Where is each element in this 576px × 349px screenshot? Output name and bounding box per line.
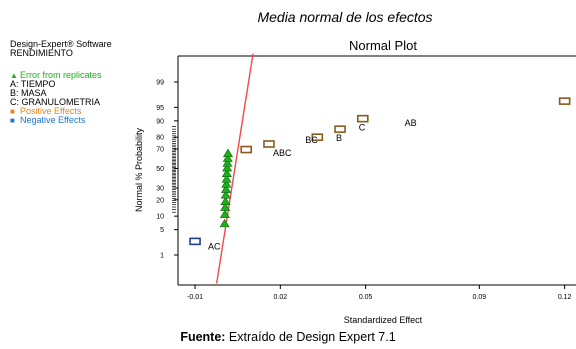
- legend-item: A: TIEMPO: [10, 79, 55, 89]
- legend-label: Error from replicates: [20, 70, 102, 80]
- legend-item: ■ Positive Effects: [10, 106, 81, 117]
- effect-label: BC: [305, 135, 318, 145]
- chart-title: Normal Plot: [349, 38, 417, 53]
- normal-fit-line: [215, 53, 254, 284]
- response-name: RENDIMIENTO: [10, 48, 73, 58]
- legend-label: Negative Effects: [20, 115, 86, 125]
- figure-caption: Fuente: Extraído de Design Expert 7.1: [0, 330, 576, 344]
- y-tick-label: 30: [156, 185, 164, 192]
- normal-plot-chart: Normal Plot Standardized Effect Normal %…: [134, 38, 576, 325]
- caption-text: Extraído de Design Expert 7.1: [225, 330, 396, 344]
- y-tick-label: 1: [160, 253, 164, 260]
- effect-label: AB: [405, 118, 417, 128]
- y-tick-label: 20: [156, 197, 164, 204]
- positive-effect-point: [356, 114, 369, 123]
- y-tick-label: 90: [156, 118, 164, 125]
- error-point: [221, 174, 232, 183]
- positive-effect-point: [263, 140, 275, 148]
- effect-label: ABC: [273, 148, 292, 158]
- probability-minor-ticks: [172, 126, 176, 213]
- positive-effect-point: [334, 125, 346, 133]
- x-tick-label: 0.05: [359, 294, 373, 301]
- effect-label: B: [336, 133, 342, 143]
- plot-frame: [177, 55, 576, 286]
- error-point: [221, 179, 232, 188]
- error-point: [222, 158, 233, 167]
- legend-marker: ■: [10, 116, 15, 125]
- figure-title: Media normal de los efectos: [257, 9, 433, 25]
- error-point: [222, 153, 233, 162]
- positive-effect-point: [311, 133, 324, 142]
- error-point: [220, 196, 231, 205]
- x-axis-label: Standardized Effect: [344, 315, 423, 325]
- x-tick-label: 0.02: [274, 294, 288, 301]
- positive-effect-point: [240, 145, 253, 154]
- error-point: [223, 148, 234, 157]
- legend-label: Positive Effects: [20, 106, 82, 116]
- error-point: [220, 190, 231, 199]
- x-tick-label: 0.12: [558, 294, 572, 301]
- y-tick-label: 10: [156, 214, 164, 221]
- legend-marker: ■: [10, 107, 15, 116]
- legend-item: ■ Negative Effects: [10, 115, 85, 126]
- positive-effect-point: [558, 97, 571, 105]
- y-tick-label: 5: [160, 227, 164, 234]
- effect-label: AC: [208, 241, 221, 251]
- y-axis-label: Normal % Probability: [134, 127, 144, 212]
- error-point: [219, 218, 230, 228]
- negative-effect-point: [189, 237, 201, 246]
- error-point: [221, 184, 232, 193]
- legend-item: B: MASA: [10, 88, 47, 98]
- y-tick-label: 70: [156, 147, 164, 154]
- error-point: [219, 209, 230, 218]
- legend-marker: ▲: [10, 71, 18, 80]
- caption-label: Fuente:: [180, 330, 226, 344]
- x-tick-label: -0.01: [187, 294, 203, 301]
- legend-item: C: GRANULOMETRIA: [10, 97, 100, 107]
- y-tick-label: 50: [156, 166, 164, 173]
- x-tick-label: 0.09: [473, 294, 487, 301]
- y-tick-label: 95: [156, 105, 164, 112]
- error-point: [222, 162, 233, 172]
- legend-label: B: MASA: [10, 88, 47, 98]
- y-tick-label: 99: [156, 80, 164, 87]
- legend-label: C: GRANULOMETRIA: [10, 97, 101, 107]
- error-point: [221, 168, 232, 177]
- software-name: Design-Expert® Software: [10, 39, 112, 49]
- legend-label: A: TIEMPO: [10, 79, 56, 89]
- error-point: [220, 202, 231, 211]
- legend-item: ▲ Error from replicates: [10, 70, 102, 81]
- effect-label: C: [359, 123, 366, 133]
- y-tick-label: 80: [156, 135, 164, 142]
